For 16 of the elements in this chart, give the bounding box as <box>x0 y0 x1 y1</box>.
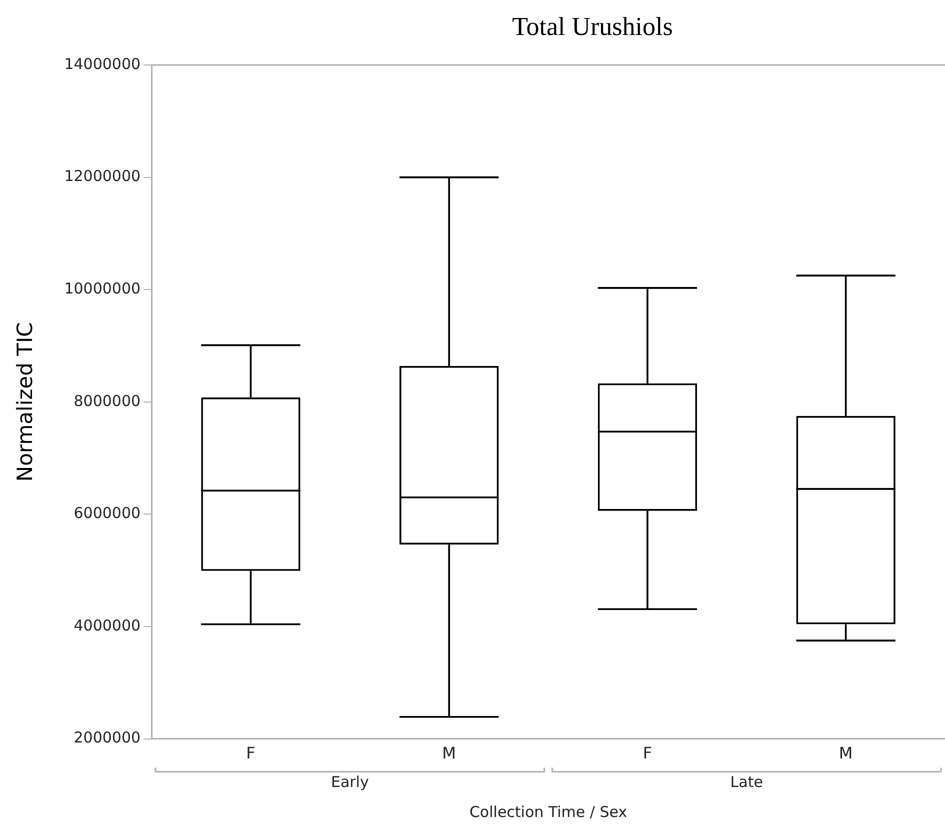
x-tick-label: M <box>442 744 456 763</box>
y-tick-label: 14000000 <box>64 54 141 73</box>
y-tick-label: 6000000 <box>74 504 141 522</box>
chart-title: Total Urushiols <box>511 12 674 42</box>
y-tick-label: 12000000 <box>64 167 141 186</box>
y-tick-label: 8000000 <box>74 392 141 410</box>
text: Late <box>730 773 763 792</box>
y-tick-label: 10000000 <box>64 279 141 298</box>
x-tick-label: M <box>838 744 853 763</box>
text: Early <box>330 773 369 792</box>
y-tick-label: 2000000 <box>74 728 141 747</box>
y-axis-title: Normalized TIC <box>13 322 38 482</box>
x-tick-label: F <box>642 744 652 763</box>
x-tick-label: F <box>246 744 256 763</box>
x-axis-title: Collection Time / Sex <box>469 802 628 821</box>
y-tick-label: 4000000 <box>74 616 141 634</box>
